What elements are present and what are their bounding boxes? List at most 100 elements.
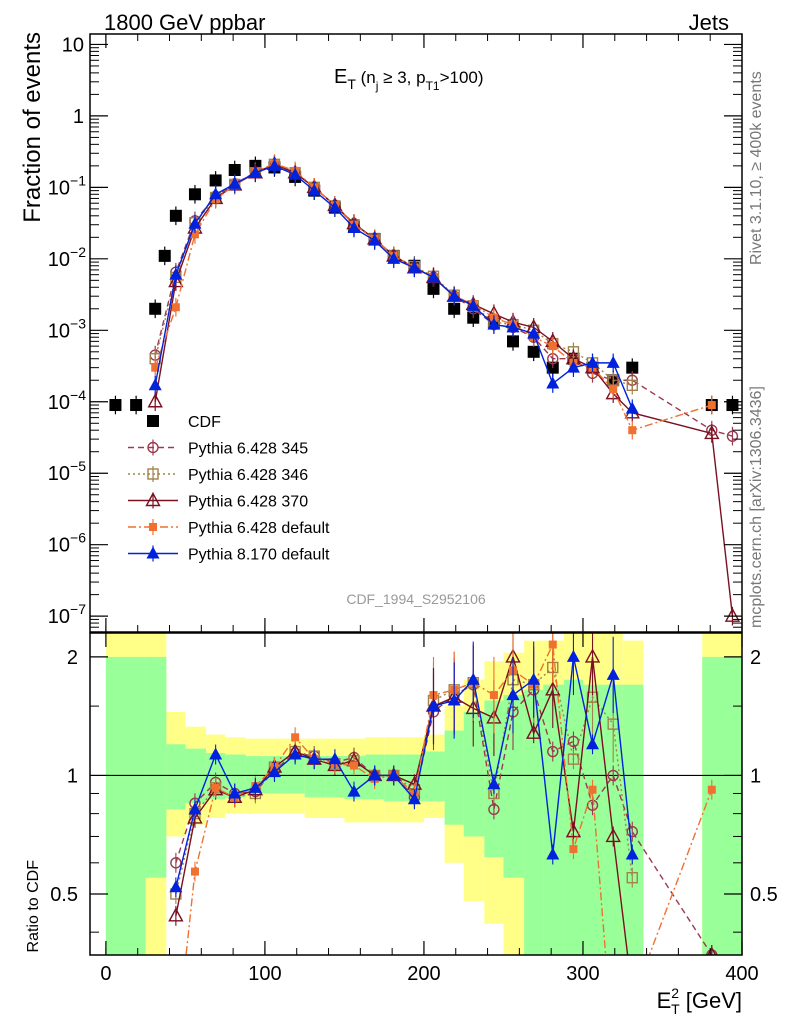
legend-entry-pythia-6-428-370: Pythia 6.428 370: [128, 492, 308, 511]
legend-label: CDF: [188, 414, 221, 431]
ratio-y-tick-label-right: 2: [750, 647, 761, 669]
data-point: [147, 393, 163, 408]
ratio-y-tick-label-right: 1: [750, 765, 761, 787]
legend-marker: [145, 492, 161, 507]
data-point: [448, 302, 461, 315]
ratio-point: [328, 752, 342, 765]
data-point: [407, 260, 421, 273]
legend-entry-pythia-8-170-default: Pythia 8.170 default: [128, 545, 330, 564]
data-point: [109, 399, 122, 412]
ratio-y-tick-label-left: 2: [67, 647, 78, 669]
x-tick-label: 400: [725, 963, 758, 985]
data-point: [625, 401, 639, 414]
ratio-point: [426, 699, 440, 712]
data-point: [188, 188, 201, 201]
data-point: [527, 345, 540, 358]
data-point: [368, 233, 382, 246]
data-point: [248, 165, 262, 178]
uncertainty-band-inner: [105, 656, 146, 955]
uncertainty-band-inner: [503, 695, 525, 878]
data-point: [148, 378, 162, 391]
legend-label: Pythia 6.428 370: [188, 494, 308, 511]
ratio-point: [527, 672, 541, 685]
main-ylabel: Fraction of events: [19, 32, 46, 223]
ratio-point: [211, 783, 220, 792]
data-point: [707, 401, 716, 410]
legend-entry-pythia-6-428-345: Pythia 6.428 345: [128, 439, 308, 458]
data-point: [724, 607, 741, 622]
ratio-point: [548, 640, 557, 649]
ratio-point: [586, 799, 599, 811]
uncertainty-band-inner: [166, 744, 186, 810]
y-tick-label: 10−7: [48, 601, 86, 628]
uncertainty-band-inner: [543, 684, 564, 955]
series-pythia-6-428-345: [149, 155, 739, 446]
uncertainty-band-inner: [582, 684, 604, 955]
ratio-xlabel: E2 T [GeV]: [657, 985, 742, 1017]
ratio-point: [349, 761, 358, 770]
ratio-point: [607, 769, 619, 782]
data-point: [546, 376, 560, 389]
data-point: [130, 399, 143, 412]
legend-label: Pythia 8.170 default: [188, 547, 330, 564]
x-tick-label: 200: [407, 963, 440, 985]
ratio-point: [447, 693, 461, 706]
ratio-point: [626, 825, 638, 838]
ratio-point: [291, 733, 300, 742]
data-point: [626, 361, 639, 374]
data-point: [307, 183, 321, 196]
ratio-point: [187, 809, 203, 824]
ratio-point: [466, 672, 480, 685]
legend-label: Pythia 6.428 345: [188, 441, 308, 458]
uncertainty-band-inner: [563, 679, 583, 955]
ratio-point: [347, 784, 361, 797]
ratio-point: [606, 667, 620, 680]
legend-entry-pythia-6-428-346: Pythia 6.428 346: [128, 466, 308, 484]
data-point: [606, 355, 620, 368]
ratio-point: [188, 802, 202, 815]
ratio-point: [626, 871, 638, 884]
legend: CDF Pythia 6.428 345 Pythia 6.428 346 Pythi…: [128, 414, 330, 564]
ratio-point: [526, 724, 542, 739]
legend-marker: [147, 441, 159, 454]
ratio-point: [487, 777, 501, 790]
y-tick-label: 10−4: [48, 387, 86, 414]
data-point: [506, 320, 520, 333]
data-point: [548, 342, 557, 351]
ratio-point: [605, 827, 621, 843]
data-point: [704, 424, 720, 440]
ratio-point: [489, 691, 498, 700]
ratio-point: [248, 780, 262, 793]
ratio-point: [545, 681, 561, 696]
ratio-panel: 0.5 0.5 1 1 2 2 0 100 200 300 400 Ratio to CDF E2 T…: [25, 632, 778, 1017]
data-point: [487, 317, 501, 330]
ratio-point: [565, 823, 582, 838]
ratio-point: [190, 867, 199, 876]
ratio-series-pythia-8-170-default: [169, 633, 639, 898]
data-point: [586, 355, 600, 368]
data-point: [169, 267, 183, 280]
ratio-point: [307, 752, 321, 765]
legend-entry-pythia-6-428-default: Pythia 6.428 default: [128, 519, 330, 537]
ratio-point: [209, 747, 223, 760]
series-line-pythia-6-428-345: [154, 164, 733, 437]
data-point: [626, 379, 638, 391]
y-tick-label: 10−2: [48, 244, 86, 271]
uncertainty-band-inner: [603, 684, 623, 955]
ratio-point: [407, 792, 421, 805]
y-tick-label: 10−5: [48, 458, 86, 485]
ratio-point: [586, 737, 600, 750]
ratio-point: [625, 847, 639, 860]
uncertainty-band-inner: [285, 756, 305, 794]
ratio-point: [488, 803, 500, 816]
ratio-y-tick-label-left: 1: [67, 765, 78, 787]
ratio-point: [547, 745, 559, 758]
data-point: [347, 221, 361, 234]
uncertainty-band-inner: [145, 656, 167, 878]
main-panel: 10 1 10−1 10−2 10−3 10−4 10−5 10−6 10−7 Fraction…: [19, 32, 743, 633]
ratio-point: [567, 753, 580, 765]
y-tick-label: 10: [62, 34, 84, 56]
data-point: [267, 158, 281, 171]
ratio-point: [228, 786, 242, 799]
